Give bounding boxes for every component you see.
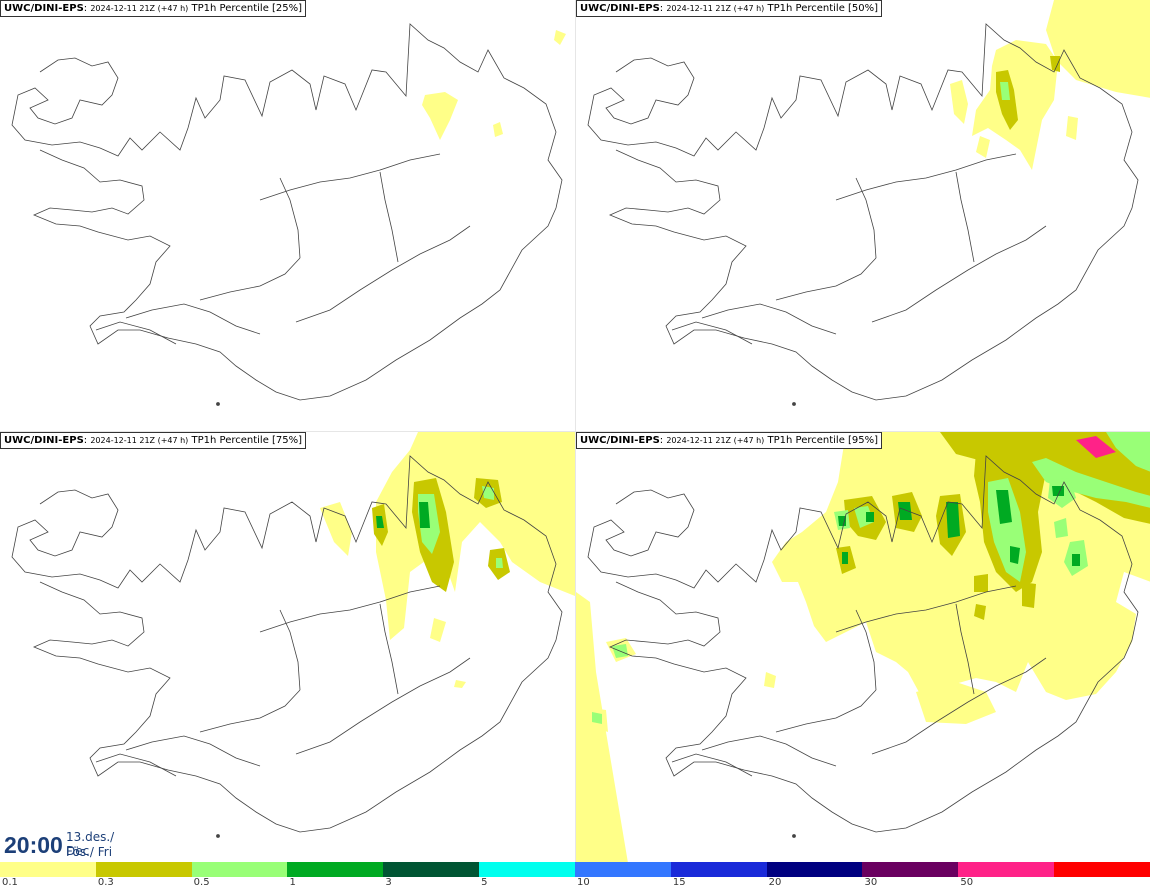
- colorbar-tick-label: 10: [577, 877, 590, 888]
- colorbar-swatch: [670, 862, 767, 877]
- colorbar-swatch: [287, 862, 384, 877]
- colorbar-tick-label: 5: [481, 877, 488, 888]
- colorbar-tick-label: 20: [768, 877, 782, 888]
- colorbar-tick-label: 0.5: [193, 877, 210, 888]
- field-description: TP1h Percentile [95%]: [767, 435, 879, 446]
- precip-fields: [422, 30, 566, 140]
- colorbar-tick-label: 15: [672, 877, 686, 888]
- model-name: UWC/DINI-EPS: [580, 435, 660, 446]
- map-svg: [587, 0, 1150, 406]
- valid-date-line2: Fös./ Fri: [66, 845, 113, 859]
- colorbar-swatch: [95, 862, 192, 877]
- model-name: UWC/DINI-EPS: [580, 3, 660, 14]
- colorbar-swatch: [862, 862, 959, 877]
- precip-fields: [950, 0, 1150, 170]
- colorbar-swatch: [383, 862, 480, 877]
- map-svg: [11, 432, 575, 838]
- colorbar-swatch: [574, 862, 671, 877]
- field-description: TP1h Percentile [75%]: [191, 435, 303, 446]
- model-name: UWC/DINI-EPS: [4, 3, 84, 14]
- map-panel-p95: UWC/DINI-EPS: 2024-12-11 21Z (+47 h) TP1…: [576, 432, 1150, 863]
- colorbar-swatch: [1054, 862, 1150, 877]
- colorbar-tick-label: 0.1: [2, 877, 18, 888]
- precip-fields: [576, 432, 1150, 863]
- valid-time-clock: 20:00: [4, 832, 63, 858]
- colorbar-swatch: [766, 862, 863, 877]
- iceland-outline: [587, 23, 1139, 406]
- model-name: UWC/DINI-EPS: [4, 435, 84, 446]
- colorbar-swatch: [958, 862, 1055, 877]
- colorbar-swatch: [479, 862, 575, 877]
- precip-fields: [320, 432, 575, 688]
- run-time: 2024-12-11 21Z (+47 h): [90, 4, 189, 13]
- colorbar-tick-label: 1: [289, 877, 296, 888]
- panel-title: UWC/DINI-EPS: 2024-12-11 21Z (+47 h) TP1…: [576, 0, 883, 17]
- iceland-outline: [11, 23, 563, 406]
- run-time: 2024-12-11 21Z (+47 h): [666, 436, 765, 445]
- valid-time-box: 20:00 13.des./ Dec Fös./ Fri: [0, 828, 140, 862]
- map-panel-p25: UWC/DINI-EPS: 2024-12-11 21Z (+47 h) TP1…: [0, 0, 575, 431]
- panel-title: UWC/DINI-EPS: 2024-12-11 21Z (+47 h) TP1…: [0, 0, 307, 17]
- panel-divider-horizontal: [0, 431, 1150, 432]
- colorbar-swatch: [191, 862, 288, 877]
- valid-date-line1: 13.des./ Dec: [66, 830, 115, 858]
- precip-colorbar: [0, 862, 1150, 877]
- map-panel-p75: UWC/DINI-EPS: 2024-12-11 21Z (+47 h) TP1…: [0, 432, 575, 863]
- panel-title: UWC/DINI-EPS: 2024-12-11 21Z (+47 h) TP1…: [576, 432, 883, 449]
- run-time: 2024-12-11 21Z (+47 h): [666, 4, 765, 13]
- colorbar-tick-label: 30: [864, 877, 878, 888]
- colorbar-swatch: [0, 862, 96, 877]
- map-panel-p50: UWC/DINI-EPS: 2024-12-11 21Z (+47 h) TP1…: [576, 0, 1150, 431]
- iceland-outline: [11, 455, 563, 838]
- colorbar-ticks: 0.1 0.3 0.5 1 3 5 10 15 20 30 50: [0, 877, 1150, 891]
- map-svg: [11, 23, 566, 406]
- colorbar-tick-label: 0.3: [97, 877, 114, 888]
- field-description: TP1h Percentile [50%]: [767, 3, 879, 14]
- iceland-outline: [587, 455, 1139, 838]
- colorbar-tick-label: 50: [960, 877, 974, 888]
- map-svg: [576, 432, 1150, 863]
- panel-title: UWC/DINI-EPS: 2024-12-11 21Z (+47 h) TP1…: [0, 432, 307, 449]
- run-time: 2024-12-11 21Z (+47 h): [90, 436, 189, 445]
- field-description: TP1h Percentile [25%]: [191, 3, 303, 14]
- colorbar-tick-label: 3: [385, 877, 392, 888]
